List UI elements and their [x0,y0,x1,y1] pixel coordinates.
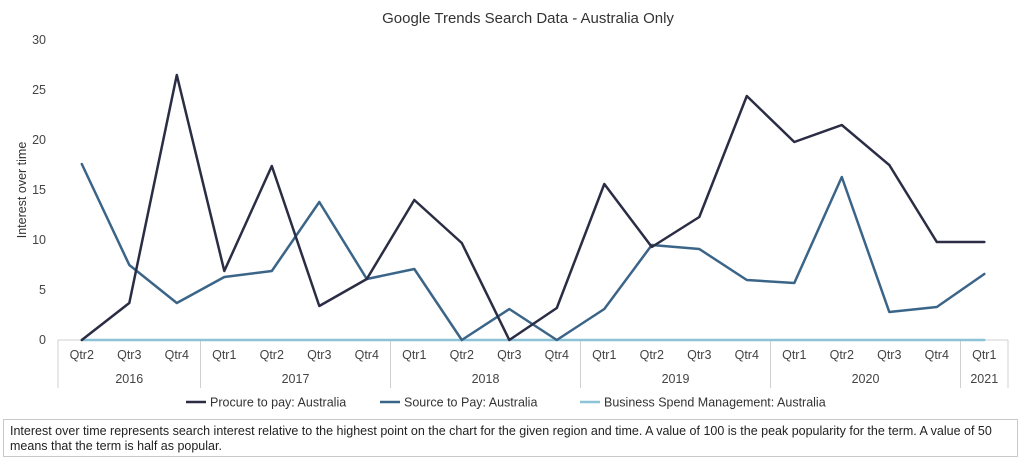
x-tick-label: Qtr2 [70,348,94,362]
x-tick-label: Qtr1 [782,348,806,362]
legend-label: Source to Pay: Australia [404,396,537,410]
year-group-label: 2021 [970,372,998,386]
x-tick-label: Qtr2 [260,348,284,362]
y-tick-label: 10 [32,233,46,247]
x-tick-label: Qtr3 [307,348,331,362]
x-tick-label: Qtr1 [212,348,236,362]
line-chart: Google Trends Search Data - Australia On… [15,10,1009,410]
x-tick-label: Qtr3 [117,348,141,362]
x-tick-label: Qtr1 [402,348,426,362]
y-tick-label: 15 [32,183,46,197]
y-tick-label: 25 [32,83,46,97]
y-axis-label: Interest over time [15,142,29,239]
x-tick-label: Qtr3 [877,348,901,362]
x-tick-label: Qtr4 [165,348,189,362]
x-tick-label: Qtr2 [450,348,474,362]
x-tick-label: Qtr4 [355,348,379,362]
y-axis-ticks: 0 5 10 15 20 25 30 [32,33,46,347]
x-tick-label: Qtr1 [592,348,616,362]
y-tick-label: 5 [39,283,46,297]
year-group-label: 2017 [282,372,310,386]
y-tick-label: 20 [32,133,46,147]
chart-title: Google Trends Search Data - Australia On… [382,10,674,27]
x-tick-label: Qtr1 [972,348,996,362]
series-lines [80,73,986,342]
year-group-label: 2016 [115,372,143,386]
x-tick-label: Qtr3 [687,348,711,362]
legend: Procure to pay: Australia Source to Pay: … [186,396,826,410]
series-line-1 [80,73,986,342]
legend-label: Business Spend Management: Australia [604,396,826,410]
x-tick-label: Qtr4 [925,348,949,362]
series-line-2 [80,162,986,342]
year-group-label: 2020 [852,372,880,386]
y-tick-label: 0 [39,333,46,347]
x-tick-label: Qtr2 [830,348,854,362]
year-group-label: 2019 [662,372,690,386]
x-tick-label: Qtr3 [497,348,521,362]
x-tick-label: Qtr4 [545,348,569,362]
x-axis: Qtr2 Qtr3 Qtr4 Qtr1 Qtr2 Qtr3 Qtr4 Qtr1 Qtr2 Qtr3… [57,339,1009,388]
legend-label: Procure to pay: Australia [210,396,346,410]
year-group-label: 2018 [472,372,500,386]
x-tick-label: Qtr2 [640,348,664,362]
y-tick-label: 30 [32,33,46,47]
chart-footnote: Interest over time represents search int… [3,419,1018,457]
x-tick-label: Qtr4 [735,348,759,362]
